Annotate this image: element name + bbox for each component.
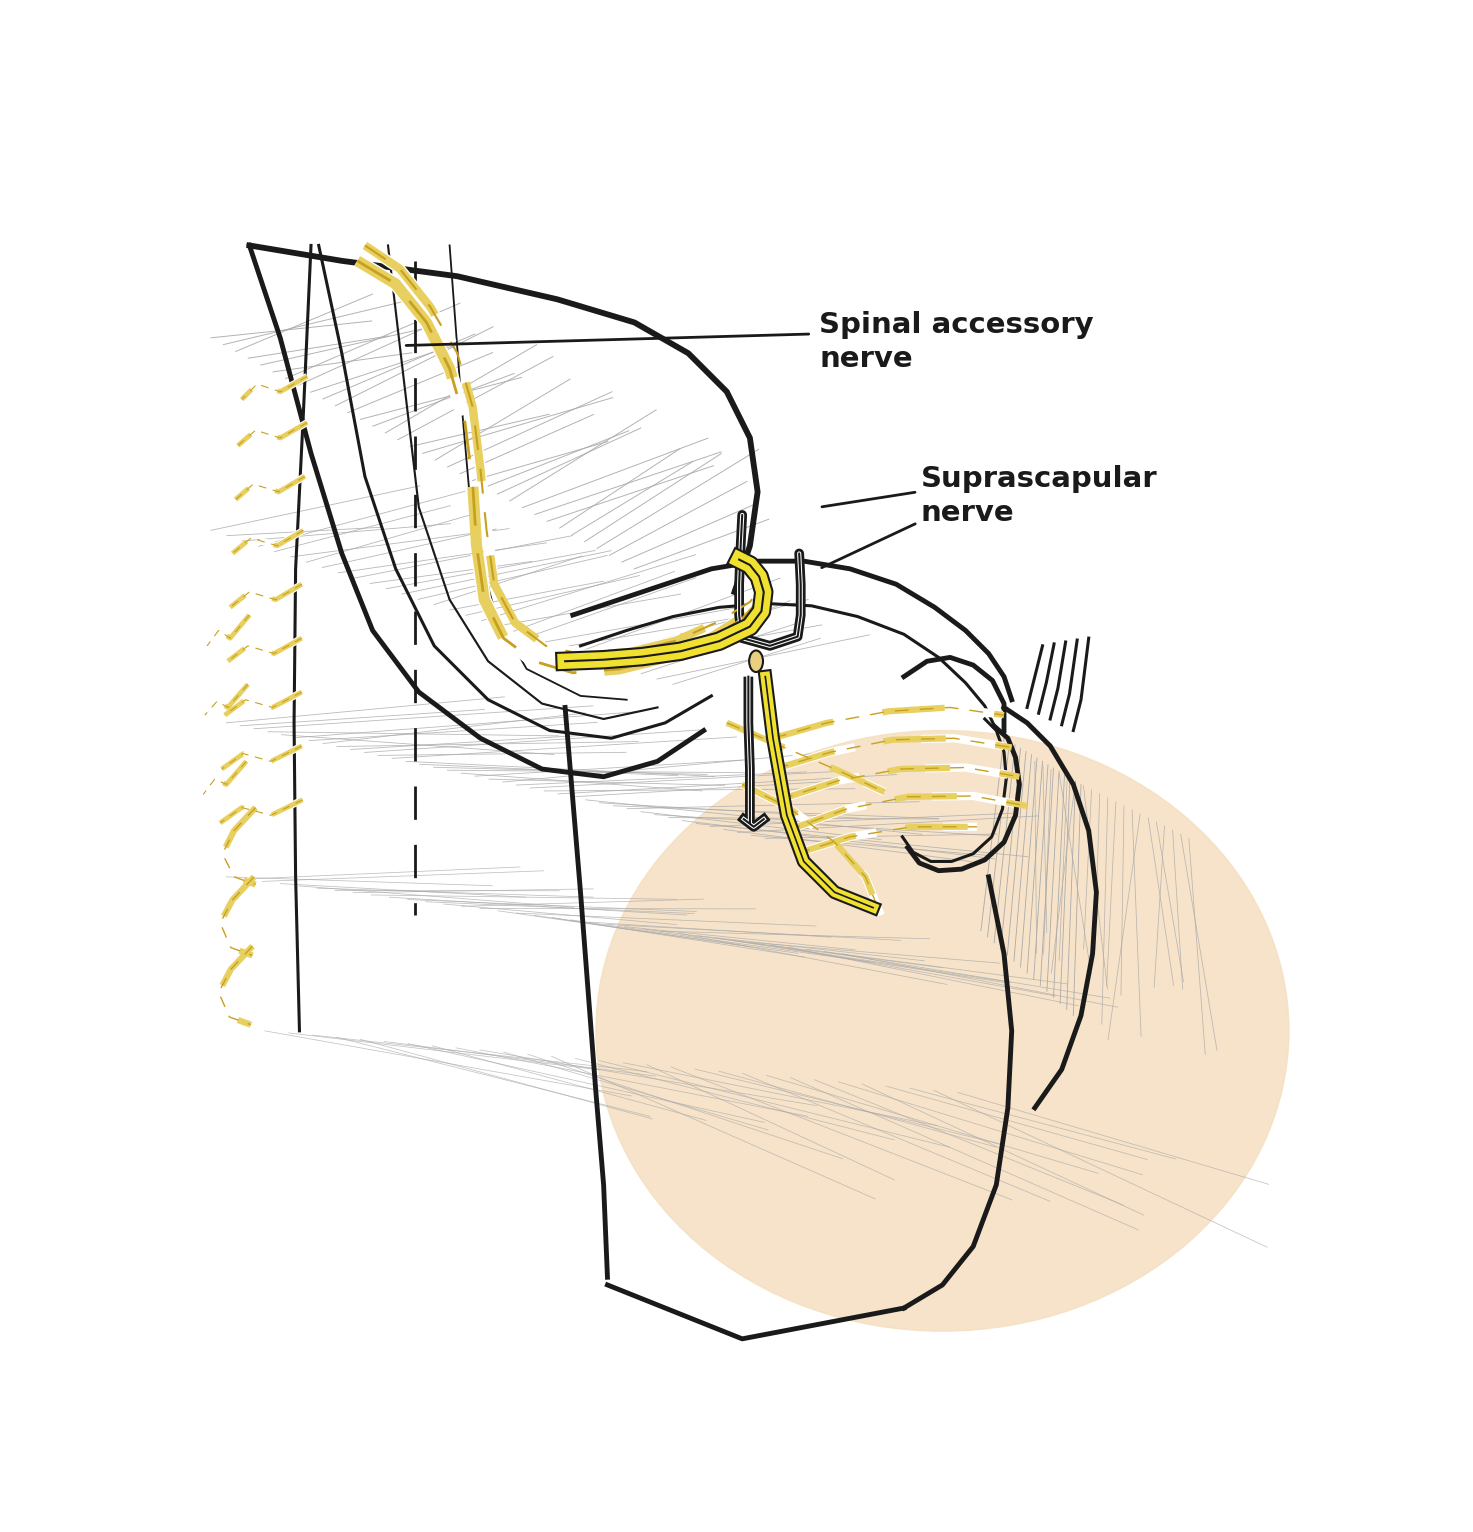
Ellipse shape [597, 731, 1289, 1331]
Text: Suprascapular
nerve: Suprascapular nerve [921, 464, 1158, 527]
Text: Spinal accessory
nerve: Spinal accessory nerve [819, 311, 1094, 374]
Ellipse shape [750, 651, 763, 673]
